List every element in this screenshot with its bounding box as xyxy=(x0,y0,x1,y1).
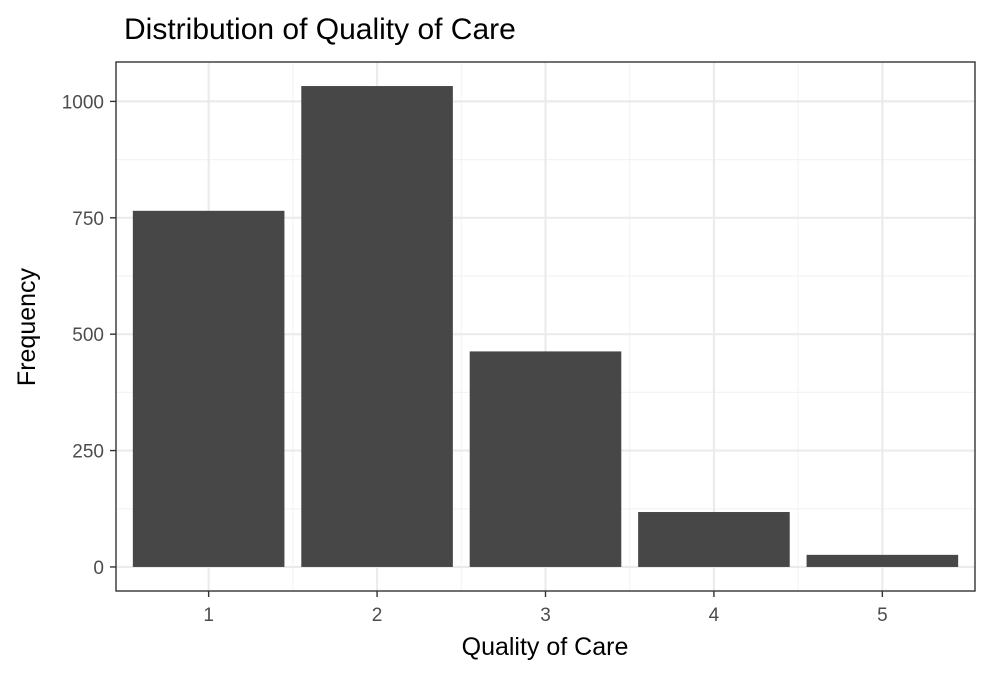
bar-3 xyxy=(469,351,622,567)
x-tick-label: 3 xyxy=(540,605,551,626)
x-tick-label: 2 xyxy=(372,605,383,626)
y-tick-label: 1000 xyxy=(62,92,104,113)
x-tick-label: 5 xyxy=(877,605,888,626)
y-axis-ticks: 0 250 500 750 1000 xyxy=(62,92,116,579)
y-tick-label: 500 xyxy=(72,325,104,346)
chart-title: Distribution of Quality of Care xyxy=(124,13,516,46)
x-tick-label: 1 xyxy=(203,605,214,626)
y-tick-label: 250 xyxy=(72,442,104,463)
bar-5 xyxy=(806,554,959,567)
bar-2 xyxy=(301,86,453,567)
y-tick-label: 0 xyxy=(93,558,104,579)
x-axis-ticks: 1 2 3 4 5 xyxy=(203,591,888,626)
bar-1 xyxy=(132,210,285,567)
y-axis-title: Frequency xyxy=(13,267,41,386)
bars xyxy=(132,86,959,567)
x-axis-title: Quality of Care xyxy=(462,633,629,661)
y-tick-label: 750 xyxy=(72,209,104,230)
x-tick-label: 4 xyxy=(709,605,720,626)
bar-4 xyxy=(638,512,790,567)
